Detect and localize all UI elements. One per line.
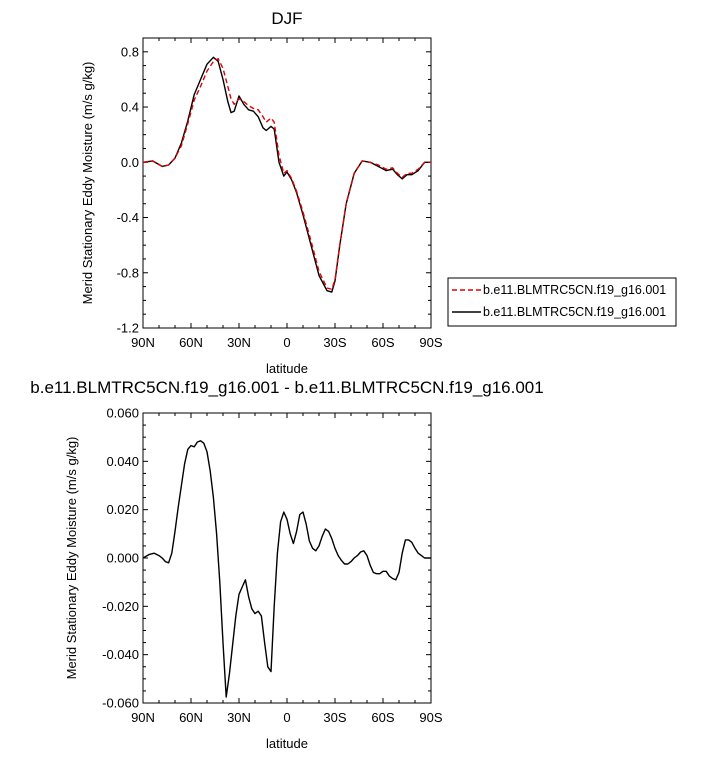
y-tick-label: 0.000 xyxy=(106,551,139,566)
x-tick-label: 0 xyxy=(283,335,290,350)
x-tick-label: 30S xyxy=(323,710,346,725)
bottom-panel: b.e11.BLMTRC5CN.f19_g16.001 - b.e11.BLMT… xyxy=(30,378,543,751)
y-tick-label: 0.4 xyxy=(121,100,139,115)
y-tick-label: 0.8 xyxy=(121,44,139,59)
legend: b.e11.BLMTRC5CN.f19_g16.001 b.e11.BLMTRC… xyxy=(447,277,677,327)
x-tick-label: 90N xyxy=(131,710,155,725)
y-tick-label: -1.2 xyxy=(117,321,139,336)
x-tick-label: 30S xyxy=(323,335,346,350)
y-tick-label: -0.4 xyxy=(117,210,139,225)
x-tick-label: 90N xyxy=(131,335,155,350)
top-panel: DJF 90N 60N 30N 0 30S 60S 90S -1.2 -0.8 -0.4 0.0 0… xyxy=(80,9,443,376)
y-tick-label: 0.020 xyxy=(106,502,139,517)
x-tick-label: 60N xyxy=(179,710,203,725)
bottom-x-axis-label: latitude xyxy=(266,736,308,751)
x-tick-label: 90S xyxy=(419,710,442,725)
y-tick-label: 0.040 xyxy=(106,454,139,469)
x-tick-label: 60S xyxy=(371,335,394,350)
x-tick-label: 30N xyxy=(227,335,251,350)
x-tick-label: 60S xyxy=(371,710,394,725)
top-x-axis-label: latitude xyxy=(266,361,308,376)
y-tick-label: -0.040 xyxy=(102,647,139,662)
x-tick-label: 30N xyxy=(227,710,251,725)
x-tick-label: 90S xyxy=(419,335,442,350)
y-tick-label: -0.060 xyxy=(102,696,139,711)
y-tick-label: 0.0 xyxy=(121,155,139,170)
y-tick-label: -0.8 xyxy=(117,265,139,280)
top-chart-title: DJF xyxy=(271,9,302,28)
legend-entry-1: b.e11.BLMTRC5CN.f19_g16.001 xyxy=(483,283,666,297)
y-tick-label: 0.060 xyxy=(106,406,139,421)
series-line-1 xyxy=(142,58,431,290)
legend-box xyxy=(447,277,677,327)
top-plot-frame xyxy=(142,37,432,329)
x-tick-label: 60N xyxy=(179,335,203,350)
legend-entry-2: b.e11.BLMTRC5CN.f19_g16.001 xyxy=(483,305,666,319)
bottom-y-axis-label: Merid Stationary Eddy Moisture (m/s g/kg… xyxy=(64,437,79,680)
x-tick-label: 0 xyxy=(283,710,290,725)
bottom-chart-title: b.e11.BLMTRC5CN.f19_g16.001 - b.e11.BLMT… xyxy=(30,378,543,397)
y-tick-label: -0.020 xyxy=(102,599,139,614)
top-y-axis-label: Merid Stationary Eddy Moisture (m/s g/kg… xyxy=(80,62,95,305)
series-line-1 xyxy=(142,440,431,698)
series-line-2 xyxy=(142,56,431,293)
